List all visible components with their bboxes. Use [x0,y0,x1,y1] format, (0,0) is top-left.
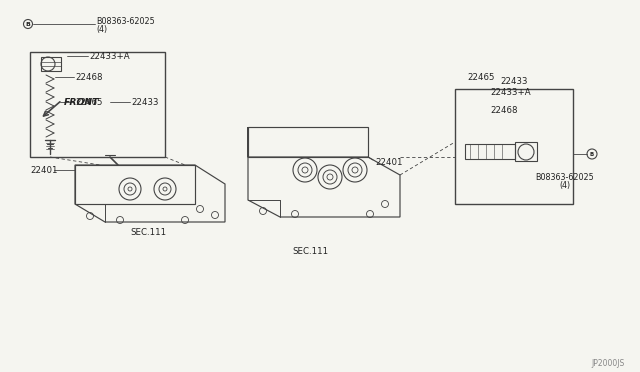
Bar [30,52,165,157]
Text: SEC.111: SEC.111 [130,228,166,237]
Text: 22468: 22468 [490,106,518,115]
Bar [515,142,537,161]
Text: (4): (4) [559,180,571,189]
Text: B08363-62025: B08363-62025 [96,16,155,26]
Text: 22468: 22468 [75,73,102,81]
Text: 22433: 22433 [131,97,159,106]
Text: B08363-62025: B08363-62025 [536,173,595,182]
Bar [465,144,515,159]
Text: 22433+A: 22433+A [89,51,130,61]
Text: (4): (4) [96,25,107,33]
Text: 22465: 22465 [467,73,495,81]
Text: JP2000JS: JP2000JS [592,359,625,369]
Bar [455,89,573,204]
Text: 22465: 22465 [75,97,102,106]
Bar [41,57,61,71]
Text: B: B [590,151,594,157]
Text: B: B [26,22,31,26]
Text: 22401: 22401 [375,157,403,167]
Text: 22433+A: 22433+A [490,87,531,96]
Text: 22401: 22401 [30,166,58,174]
Text: SEC.111: SEC.111 [292,247,328,257]
Text: FRONT: FRONT [64,97,99,106]
Text: 22433: 22433 [500,77,528,86]
